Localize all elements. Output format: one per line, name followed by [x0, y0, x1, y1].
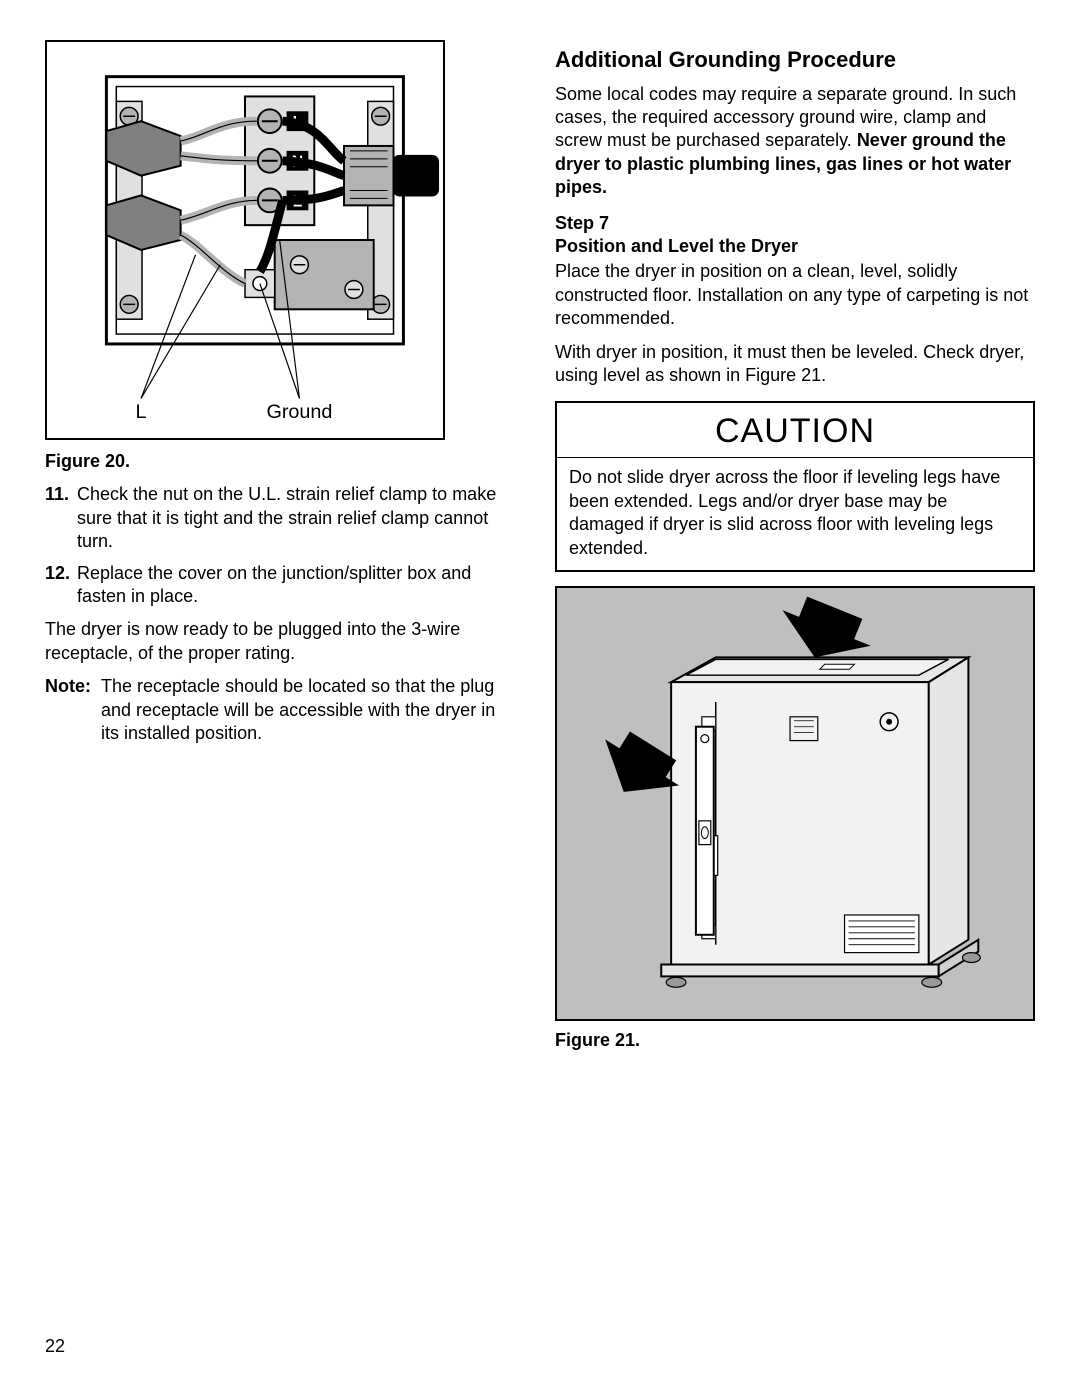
figure20-label-l: L: [136, 401, 147, 423]
note-block: Note: The receptacle should be located s…: [45, 675, 515, 745]
figure-21-box: [555, 586, 1035, 1021]
heading-grounding: Additional Grounding Procedure: [555, 46, 1035, 75]
figure-20-box: L N L: [45, 40, 445, 440]
figure20-label-ground: Ground: [266, 401, 332, 423]
note-text: The receptacle should be located so that…: [101, 675, 515, 745]
step-7-label: Step 7: [555, 212, 1035, 235]
step-7-p1: Place the dryer in position on a clean, …: [555, 260, 1035, 330]
caution-box: CAUTION Do not slide dryer across the fl…: [555, 401, 1035, 572]
note-label: Note:: [45, 675, 101, 745]
list-num-12: 12.: [45, 562, 77, 609]
caution-body: Do not slide dryer across the floor if l…: [557, 458, 1033, 570]
figure-21-illustration: [557, 588, 1033, 1019]
right-column: Additional Grounding Procedure Some loca…: [555, 40, 1035, 1062]
list-text-12: Replace the cover on the junction/splitt…: [77, 562, 515, 609]
instruction-list: 11. Check the nut on the U.L. strain rel…: [45, 483, 515, 608]
list-text-11: Check the nut on the U.L. strain relief …: [77, 483, 515, 553]
list-item: 12. Replace the cover on the junction/sp…: [45, 562, 515, 609]
after-list-paragraph: The dryer is now ready to be plugged int…: [45, 618, 515, 665]
step-7-p2: With dryer in position, it must then be …: [555, 341, 1035, 388]
grounding-paragraph: Some local codes may require a separate …: [555, 83, 1035, 200]
step-7-title: Position and Level the Dryer: [555, 235, 1035, 258]
page-number: 22: [45, 1336, 65, 1357]
step-7-block: Step 7 Position and Level the Dryer Plac…: [555, 212, 1035, 388]
list-num-11: 11.: [45, 483, 77, 553]
left-column: L N L: [45, 40, 515, 1062]
caution-title: CAUTION: [557, 403, 1033, 458]
figure-21-caption: Figure 21.: [555, 1029, 1035, 1052]
figure-20-illustration: L N L: [47, 42, 443, 438]
list-item: 11. Check the nut on the U.L. strain rel…: [45, 483, 515, 553]
page-content: L N L: [0, 0, 1080, 1062]
figure-20-caption: Figure 20.: [45, 450, 515, 473]
